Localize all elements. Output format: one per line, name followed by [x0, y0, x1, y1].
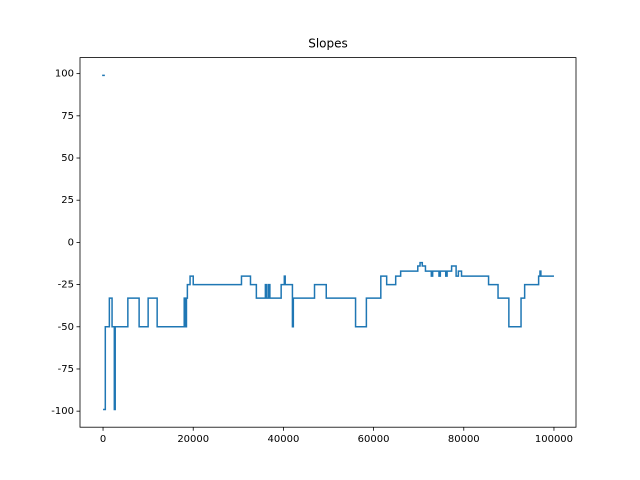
x-tick-label: 0: [100, 434, 106, 445]
x-tick-label: 20000: [177, 434, 209, 445]
x-tick-label: 40000: [268, 434, 300, 445]
y-tick-label: 100: [55, 69, 74, 80]
y-tick-label: -100: [51, 406, 74, 417]
y-tick-label: 0: [68, 237, 74, 248]
y-tick-label: 25: [61, 195, 74, 206]
x-tick-label: 100000: [535, 434, 573, 445]
y-tick-label: 75: [61, 111, 74, 122]
y-tick-label: 50: [61, 153, 74, 164]
data-line: [102, 74, 554, 411]
y-tick-label: -75: [58, 364, 74, 375]
x-tick-label: 60000: [358, 434, 390, 445]
y-tick-label: -50: [58, 322, 74, 333]
y-tick-label: -25: [58, 280, 74, 291]
chart-title: Slopes: [308, 37, 348, 51]
x-tick-label: 80000: [448, 434, 480, 445]
